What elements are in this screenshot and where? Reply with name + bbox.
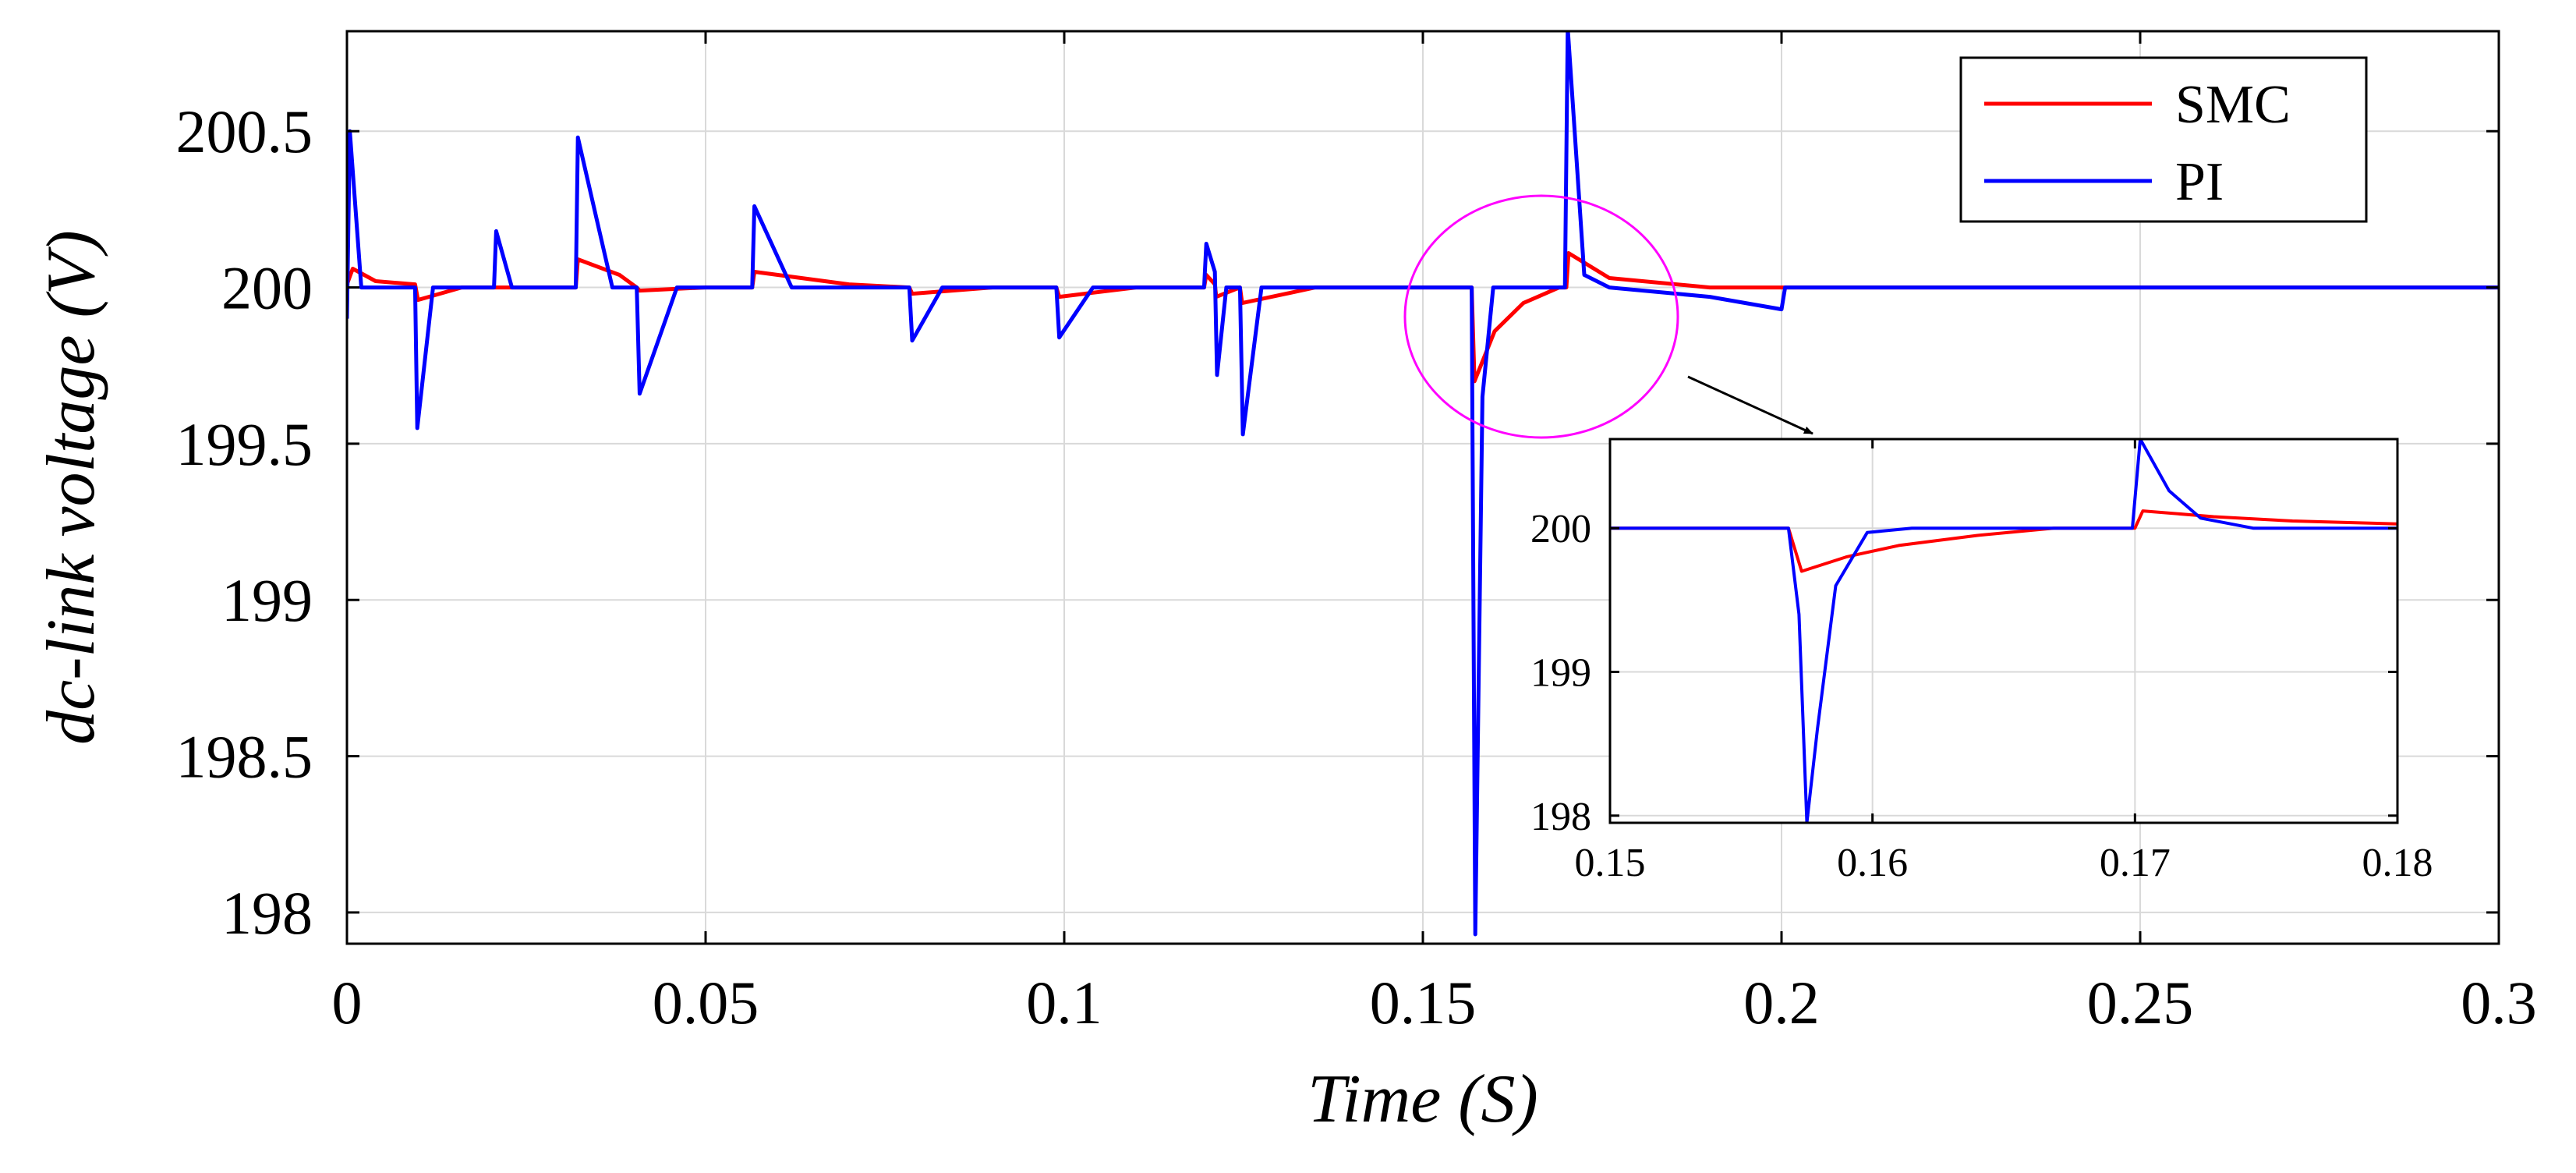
inset-x-tick-label: 0.17 (2100, 841, 2171, 885)
inset-x-tick-label: 0.15 (1575, 841, 1646, 885)
inset-x-tick-labels: 0.15 0.16 0.17 0.18 (1575, 841, 2433, 885)
main-x-tick-label: 0.15 (1370, 969, 1477, 1037)
main-plot-frame (345, 30, 2500, 945)
inset-y-tick-label: 199 (1530, 651, 1591, 696)
inset-plot-background (1610, 439, 2397, 823)
main-y-tick-labels: 198 198.5 199 199.5 200 200.5 (176, 97, 313, 947)
inset-series-pi (1610, 439, 2397, 823)
main-series (347, 31, 2499, 937)
main-x-tick-labels: 0 0.05 0.1 0.15 0.2 0.25 0.3 (332, 969, 2537, 1037)
inset-series-smc (1610, 509, 2397, 573)
inset-plot: 0.15 0.16 0.17 0.18 198 199 200 (1530, 438, 2433, 885)
inset-x-tick-label: 0.18 (2362, 841, 2433, 885)
main-y-tick-label: 200.5 (176, 97, 313, 165)
x-axis-title: Time (S) (1307, 1061, 1538, 1137)
inset-y-tick-label: 200 (1530, 507, 1591, 551)
main-x-tick-label: 0.2 (1743, 969, 1820, 1037)
legend-label-pi: PI (2175, 152, 2224, 212)
y-axis-title: dc-link voltage (V) (34, 230, 109, 745)
main-x-tick-label: 0.25 (2087, 969, 2194, 1037)
inset-y-tick-labels: 198 199 200 (1530, 507, 1591, 839)
legend-box (1959, 56, 2368, 223)
main-y-tick-label: 198 (221, 879, 313, 947)
legend: SMC PI (1959, 56, 2368, 223)
zoom-arrow (1687, 375, 1813, 435)
zoom-circle (1403, 194, 1679, 439)
main-y-tick-label: 199 (221, 566, 313, 634)
legend-label-smc: SMC (2175, 75, 2291, 135)
inset-plot-frame (1608, 438, 2399, 824)
main-x-tick-label: 0 (332, 969, 363, 1037)
inset-y-tick-label: 198 (1530, 795, 1591, 839)
main-y-tick-label: 199.5 (176, 410, 313, 478)
main-y-tick-label: 200 (221, 254, 313, 322)
main-x-tick-label: 0.1 (1026, 969, 1102, 1037)
inset-series (1610, 439, 2397, 823)
main-x-tick-label: 0.05 (653, 969, 759, 1037)
inset-x-tick-label: 0.16 (1837, 841, 1908, 885)
main-x-tick-label: 0.3 (2461, 969, 2537, 1037)
main-y-tick-label: 198.5 (176, 723, 313, 791)
main-series-pi (347, 31, 2499, 937)
